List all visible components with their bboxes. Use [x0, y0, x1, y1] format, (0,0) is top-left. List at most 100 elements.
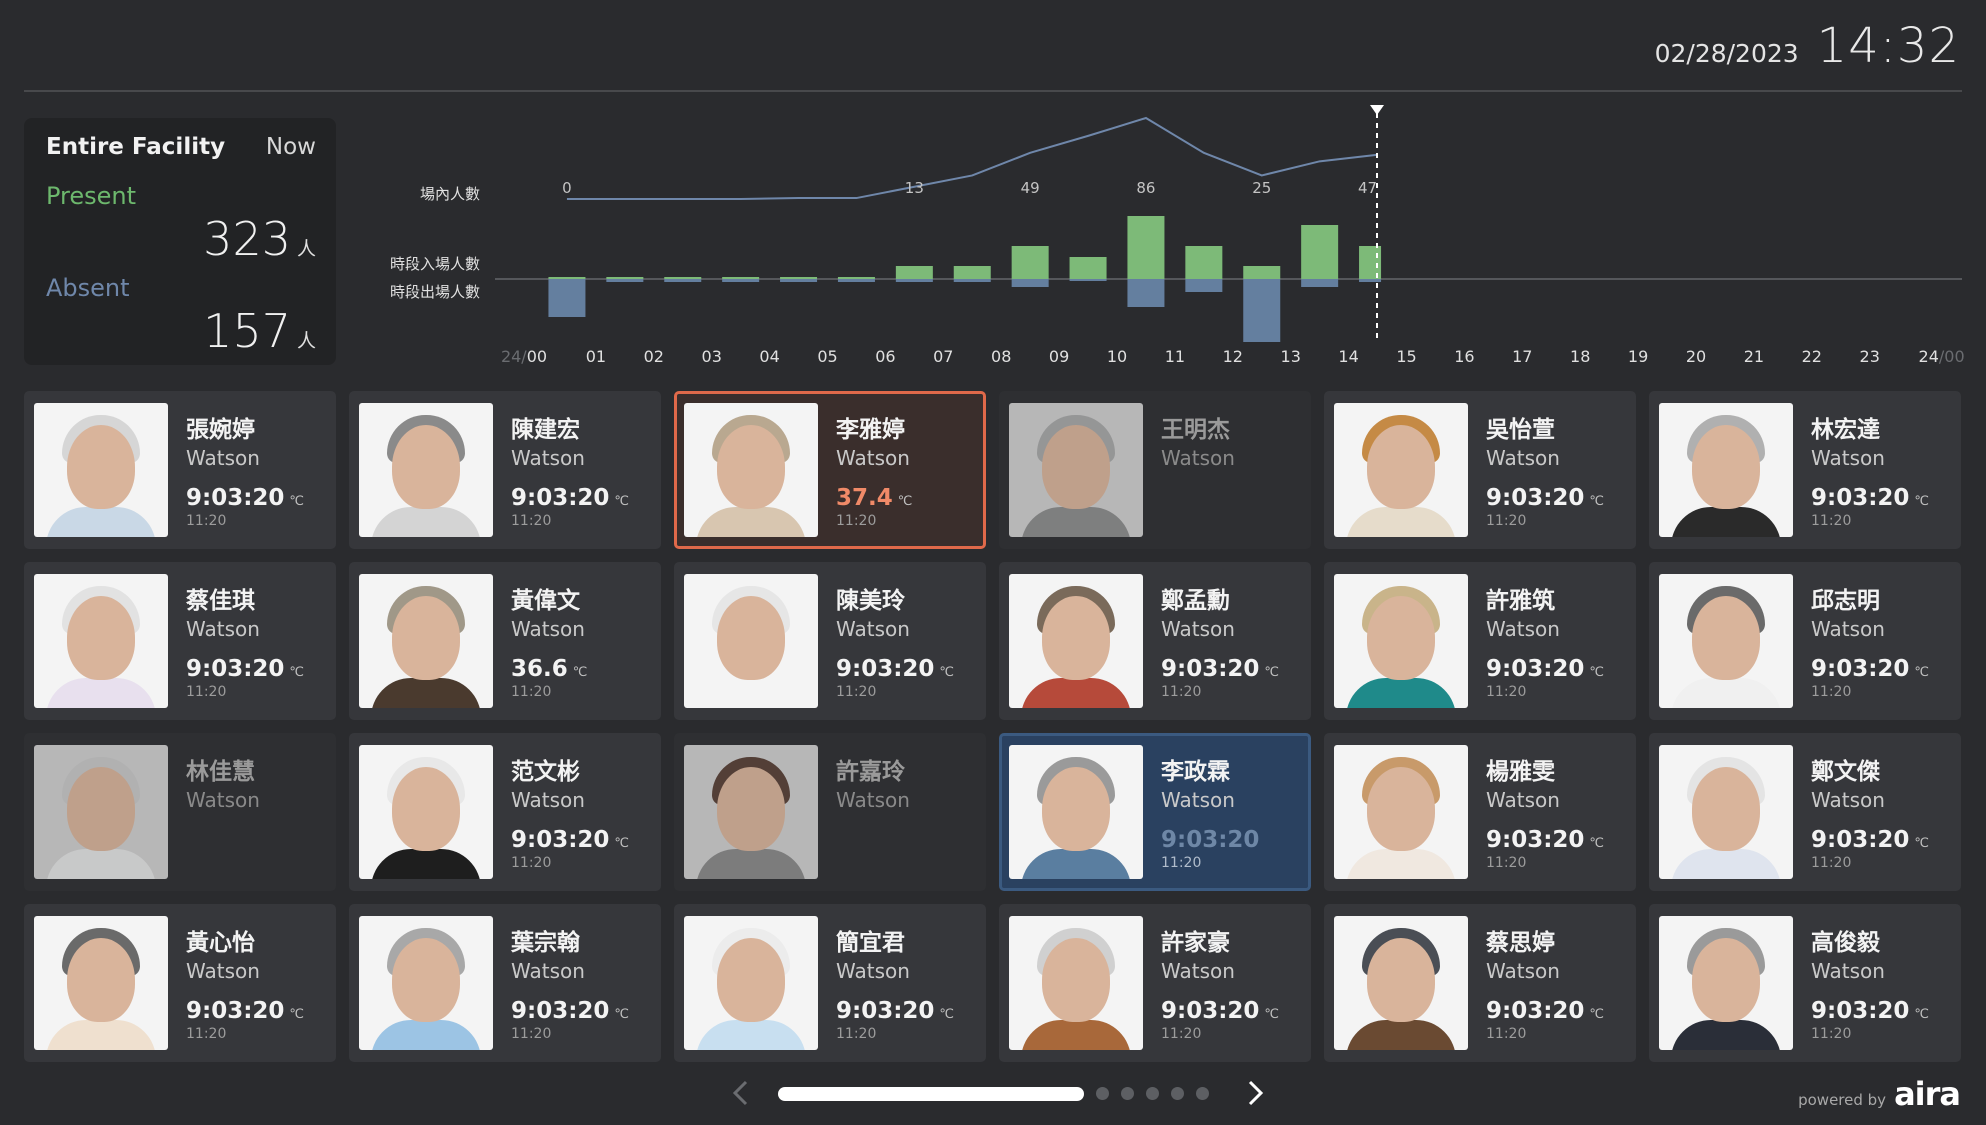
- person-org: Watson: [836, 617, 910, 641]
- page-dot-5[interactable]: [1171, 1087, 1184, 1100]
- page-dot-2[interactable]: [1096, 1087, 1109, 1100]
- reading-time: 11:20: [836, 684, 877, 700]
- reading-value: 9:03:20: [1486, 827, 1585, 853]
- person-card[interactable]: 蔡思婷 Watson 9:03:20 ℃ 11:20: [1324, 904, 1636, 1062]
- person-card[interactable]: 高俊毅 Watson 9:03:20 ℃ 11:20: [1649, 904, 1961, 1062]
- occupancy-value-label: 49: [1021, 179, 1040, 197]
- occupancy-value-label: 13: [905, 179, 924, 197]
- photo-face: [1367, 767, 1435, 851]
- reading-time: 11:20: [1486, 855, 1527, 871]
- person-card[interactable]: 李政霖 Watson 9:03:20 11:20: [999, 733, 1311, 891]
- photo-face: [717, 767, 785, 851]
- absent-count: 157 人: [203, 304, 316, 358]
- exits-bar: [953, 279, 991, 282]
- exits-bar: [1069, 279, 1107, 281]
- person-reading: 9:03:20 ℃: [1811, 827, 1929, 853]
- exits-bar: [722, 279, 760, 282]
- person-org: Watson: [511, 617, 585, 641]
- reading-time: 11:20: [511, 855, 552, 871]
- chevron-left-icon[interactable]: [728, 1079, 754, 1107]
- person-card[interactable]: 林宏達 Watson 9:03:20 ℃ 11:20: [1649, 391, 1961, 549]
- person-card[interactable]: 鄭文傑 Watson 9:03:20 ℃ 11:20: [1649, 733, 1961, 891]
- person-card[interactable]: 許嘉玲 Watson: [674, 733, 986, 891]
- person-card[interactable]: 李雅婷 Watson 37.4 ℃ 11:20: [674, 391, 986, 549]
- person-card[interactable]: 吳怡萱 Watson 9:03:20 ℃ 11:20: [1324, 391, 1636, 549]
- photo-body: [46, 1020, 156, 1050]
- x-tick-label: 09: [1049, 347, 1069, 366]
- person-info: 鄭孟勳 Watson 9:03:20 ℃ 11:20: [1161, 586, 1279, 700]
- x-tick-label: 08: [991, 347, 1011, 366]
- person-card[interactable]: 范文彬 Watson 9:03:20 ℃ 11:20: [349, 733, 661, 891]
- person-card[interactable]: 王明杰 Watson: [999, 391, 1311, 549]
- chevron-right-icon[interactable]: [1242, 1079, 1268, 1107]
- person-photo: [1009, 916, 1143, 1050]
- page-indicator-active[interactable]: [778, 1087, 1084, 1101]
- person-photo: [1659, 745, 1793, 879]
- person-card[interactable]: 陳建宏 Watson 9:03:20 ℃ 11:20: [349, 391, 661, 549]
- exits-bar: [606, 279, 644, 282]
- reading-unit: ℃: [1914, 494, 1930, 509]
- person-card[interactable]: 楊雅雯 Watson 9:03:20 ℃ 11:20: [1324, 733, 1636, 891]
- person-card[interactable]: 許雅筑 Watson 9:03:20 ℃ 11:20: [1324, 562, 1636, 720]
- photo-body: [1671, 678, 1781, 708]
- person-org: Watson: [511, 788, 585, 812]
- person-card[interactable]: 葉宗翰 Watson 9:03:20 ℃ 11:20: [349, 904, 661, 1062]
- x-tick-label: 18: [1570, 347, 1590, 366]
- photo-body: [46, 507, 156, 537]
- absent-count-unit: 人: [296, 330, 316, 352]
- person-reading: 9:03:20 ℃: [1486, 998, 1604, 1024]
- exits-bar: [1301, 279, 1339, 287]
- person-card[interactable]: 鄭孟勳 Watson 9:03:20 ℃ 11:20: [999, 562, 1311, 720]
- present-count: 323 人: [203, 212, 316, 266]
- person-info: 張婉婷 Watson 9:03:20 ℃ 11:20: [186, 415, 304, 529]
- person-info: 林佳慧 Watson: [186, 757, 260, 813]
- legend-entries: 時段入場人數: [389, 255, 480, 273]
- person-info: 李雅婷 Watson 37.4 ℃ 11:20: [836, 415, 912, 529]
- x-tick-label: 12: [1223, 347, 1243, 366]
- exits-bar: [1127, 279, 1165, 307]
- reading-value: 36.6: [511, 656, 568, 682]
- person-photo: [359, 574, 493, 708]
- person-info: 鄭文傑 Watson 9:03:20 ℃ 11:20: [1811, 757, 1929, 871]
- photo-face: [67, 938, 135, 1022]
- page-dot-3[interactable]: [1121, 1087, 1134, 1100]
- photo-face: [1692, 938, 1760, 1022]
- person-photo: [1334, 403, 1468, 537]
- reading-unit: ℃: [614, 1007, 630, 1022]
- entries-bar: [664, 277, 702, 279]
- person-info: 林宏達 Watson 9:03:20 ℃ 11:20: [1811, 415, 1929, 529]
- reading-time: 11:20: [186, 513, 227, 529]
- person-reading: 9:03:20 ℃: [836, 656, 954, 682]
- person-card[interactable]: 黃心怡 Watson 9:03:20 ℃ 11:20: [24, 904, 336, 1062]
- person-card[interactable]: 蔡佳琪 Watson 9:03:20 ℃ 11:20: [24, 562, 336, 720]
- reading-unit: ℃: [289, 665, 305, 680]
- page-dot-6[interactable]: [1196, 1087, 1209, 1100]
- reading-value: 9:03:20: [1811, 656, 1910, 682]
- person-card[interactable]: 簡宜君 Watson 9:03:20 ℃ 11:20: [674, 904, 986, 1062]
- person-name: 邱志明: [1811, 588, 1880, 614]
- person-card[interactable]: 邱志明 Watson 9:03:20 ℃ 11:20: [1649, 562, 1961, 720]
- person-reading: 9:03:20 ℃: [1811, 998, 1929, 1024]
- person-card[interactable]: 黃偉文 Watson 36.6 ℃ 11:20: [349, 562, 661, 720]
- person-org: Watson: [1161, 446, 1235, 470]
- person-photo: [1334, 574, 1468, 708]
- reading-unit: ℃: [1914, 665, 1930, 680]
- x-tick-label: 13: [1281, 347, 1301, 366]
- person-org: Watson: [511, 959, 585, 983]
- person-reading: 36.6 ℃: [511, 656, 587, 682]
- person-card[interactable]: 陳美玲 Watson 9:03:20 ℃ 11:20: [674, 562, 986, 720]
- summary-title: Entire Facility: [46, 134, 226, 160]
- person-card[interactable]: 張婉婷 Watson 9:03:20 ℃ 11:20: [24, 391, 336, 549]
- photo-face: [1367, 938, 1435, 1022]
- entries-bar: [1359, 246, 1382, 279]
- photo-face: [67, 425, 135, 509]
- person-photo: [684, 403, 818, 537]
- x-tick-label: 20: [1686, 347, 1706, 366]
- photo-body: [696, 678, 806, 708]
- page-dot-4[interactable]: [1146, 1087, 1159, 1100]
- person-card[interactable]: 許家豪 Watson 9:03:20 ℃ 11:20: [999, 904, 1311, 1062]
- person-card[interactable]: 林佳慧 Watson: [24, 733, 336, 891]
- reading-time: 11:20: [1811, 684, 1852, 700]
- header-divider: [24, 90, 1962, 92]
- person-info: 陳建宏 Watson 9:03:20 ℃ 11:20: [511, 415, 629, 529]
